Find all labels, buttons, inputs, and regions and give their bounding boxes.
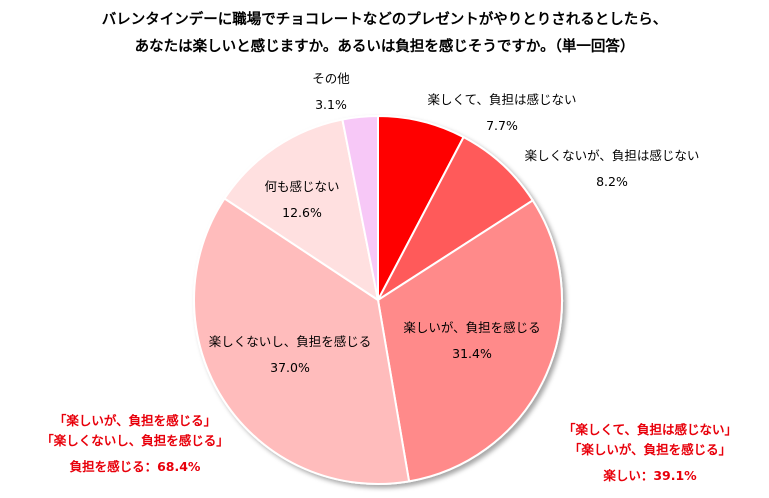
summary-burden-line1: 「楽しいが、負担を感じる」 [53,413,217,428]
pie-slice-6 [341,114,379,301]
slice-value-2: 8.2% [596,174,628,189]
summary-fun-line2: 「楽しいが、負担を感じる」 [568,442,732,457]
slice-value-1: 7.7% [486,118,518,133]
slice-label-2: 楽しくないが、負担は感じない [525,148,700,163]
slice-label-3: 楽しいが、負担を感じる [403,320,540,335]
summary-fun-total: 楽しい：39.1% [603,468,697,483]
slice-label-6: その他 [312,71,350,86]
slice-value-4: 37.0% [270,360,310,375]
chart-title-line1: バレンタインデーに職場でチョコレートなどのプレゼントがやりとりされるとしたら、 [101,12,668,28]
summary-burden-total: 負担を感じる：68.4% [69,459,201,474]
summary-burden-line2: 「楽しくないし、負担を感じる」 [41,433,229,448]
pie-slice-4 [193,197,411,485]
slice-value-3: 31.4% [452,346,492,361]
slice-value-5: 12.6% [282,205,322,220]
summary-fun: 「楽しくて、負担は感じない」 「楽しいが、負担を感じる」 楽しい：39.1% [540,420,760,486]
slice-label-4: 楽しくないし、負担を感じる [209,334,372,349]
pie-slice-2 [375,135,535,303]
summary-fun-line1: 「楽しくて、負担は感じない」 [562,422,737,437]
slice-value-6: 3.1% [315,97,347,112]
chart-title-line2: あなたは楽しいと感じますか。あるいは負担を感じそうですか。（単一回答） [134,39,635,55]
pie-slice-5 [223,118,380,303]
slice-label-1: 楽しくて、負担は感じない [427,92,576,107]
slice-label-5: 何も感じない [264,179,339,194]
summary-burden: 「楽しいが、負担を感じる」 「楽しくないし、負担を感じる」 負担を感じる：68.… [30,411,240,477]
pie-slice-3 [376,199,563,483]
